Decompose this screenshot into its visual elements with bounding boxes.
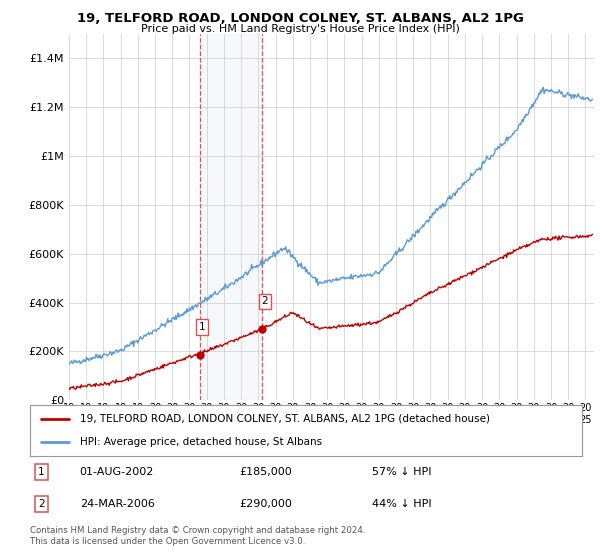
- Text: 19, TELFORD ROAD, LONDON COLNEY, ST. ALBANS, AL2 1PG: 19, TELFORD ROAD, LONDON COLNEY, ST. ALB…: [77, 12, 523, 25]
- Text: 2: 2: [38, 499, 45, 509]
- Text: Contains HM Land Registry data © Crown copyright and database right 2024.
This d: Contains HM Land Registry data © Crown c…: [30, 526, 365, 546]
- Text: £290,000: £290,000: [240, 499, 293, 509]
- Text: 2: 2: [262, 296, 268, 306]
- Text: 1: 1: [38, 466, 45, 477]
- Text: 57% ↓ HPI: 57% ↓ HPI: [372, 466, 432, 477]
- Bar: [200, 34, 262, 400]
- Text: HPI: Average price, detached house, St Albans: HPI: Average price, detached house, St A…: [80, 437, 322, 447]
- Text: 24-MAR-2006: 24-MAR-2006: [80, 499, 155, 509]
- Text: Price paid vs. HM Land Registry's House Price Index (HPI): Price paid vs. HM Land Registry's House …: [140, 24, 460, 34]
- Text: £185,000: £185,000: [240, 466, 293, 477]
- Text: 19, TELFORD ROAD, LONDON COLNEY, ST. ALBANS, AL2 1PG (detached house): 19, TELFORD ROAD, LONDON COLNEY, ST. ALB…: [80, 414, 490, 424]
- Text: 44% ↓ HPI: 44% ↓ HPI: [372, 499, 432, 509]
- Text: 01-AUG-2002: 01-AUG-2002: [80, 466, 154, 477]
- Text: 1: 1: [199, 322, 205, 332]
